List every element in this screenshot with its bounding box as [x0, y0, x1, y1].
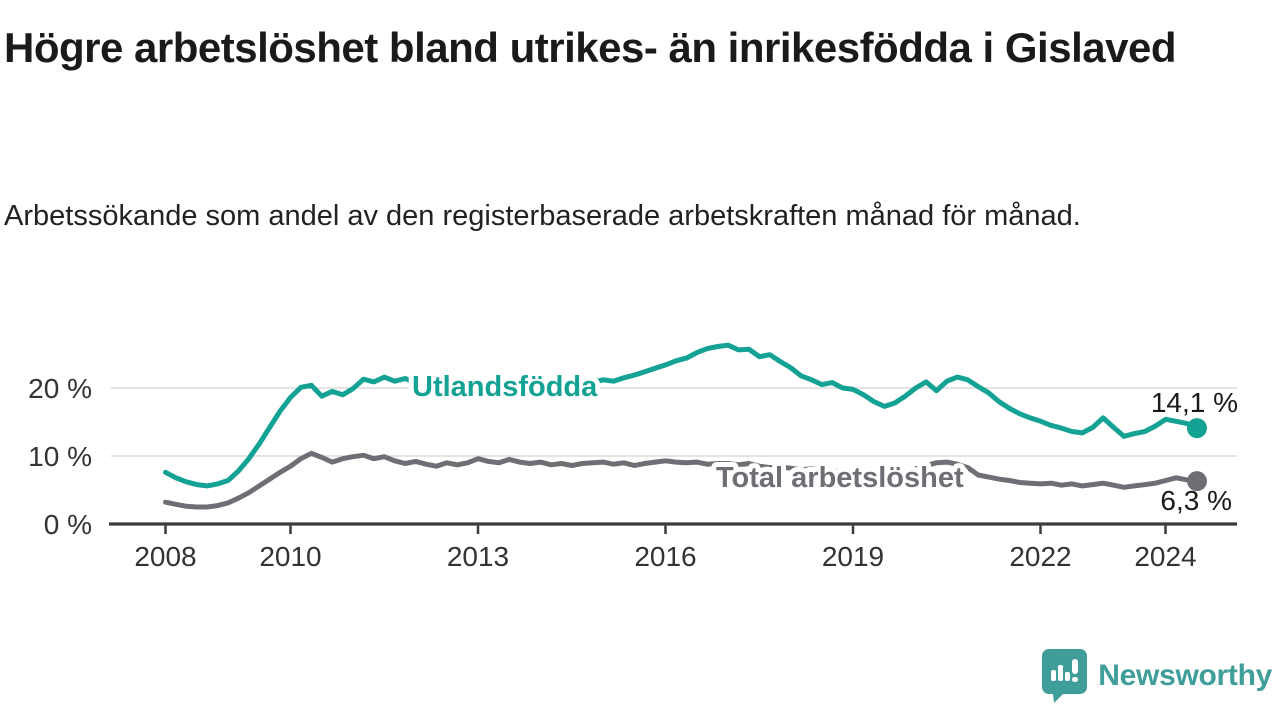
y-tick-label-20: 20 % — [28, 373, 92, 404]
page-title: Högre arbetslöshet bland utrikes- än inr… — [4, 24, 1176, 71]
y-tick-label-0: 0 % — [44, 509, 92, 540]
brand-wordmark: Newsworthy — [1098, 659, 1272, 692]
x-tick-label-2016: 2016 — [634, 541, 696, 572]
series-lines-group — [163, 342, 1207, 510]
x-tick-label-2013: 2013 — [447, 541, 509, 572]
series-line-total — [163, 450, 1200, 510]
series-end-dot-utlandsfodda — [1186, 418, 1207, 439]
x-axis-group — [109, 522, 1237, 534]
newsworthy-brand: Newsworthy — [1041, 648, 1272, 704]
gridlines-group — [111, 387, 1237, 457]
logo-bars — [1051, 659, 1079, 682]
series-end-value-utlandsfodda: 14,1 % — [1151, 387, 1238, 418]
series-line-utlandsfodda — [163, 342, 1200, 489]
x-tick-label-2010: 2010 — [259, 541, 321, 572]
series-inline-label-total: Total arbetslöshet — [716, 462, 964, 494]
line-chart-canvas: 0 % 10 % 20 % 2008 2010 2013 2016 2019 2022 2024 U… — [28, 342, 1238, 572]
chart-subtitle: Arbetssökande som andel av den registerb… — [4, 200, 1081, 232]
series-inline-label-utlandsfodda: Utlandsfödda — [412, 371, 598, 403]
y-tick-label-10: 10 % — [28, 441, 92, 472]
chart-labels-group: 0 % 10 % 20 % 2008 2010 2013 2016 2019 2022 2024 U… — [28, 366, 1238, 572]
x-tick-label-2008: 2008 — [134, 541, 196, 572]
series-end-value-total: 6,3 % — [1160, 485, 1232, 516]
newsworthy-logo-icon — [1042, 649, 1088, 703]
x-tick-label-2024: 2024 — [1134, 541, 1196, 572]
x-tick-label-2022: 2022 — [1009, 541, 1071, 572]
series-end-dot-total — [1186, 471, 1207, 492]
x-tick-label-2019: 2019 — [822, 541, 884, 572]
